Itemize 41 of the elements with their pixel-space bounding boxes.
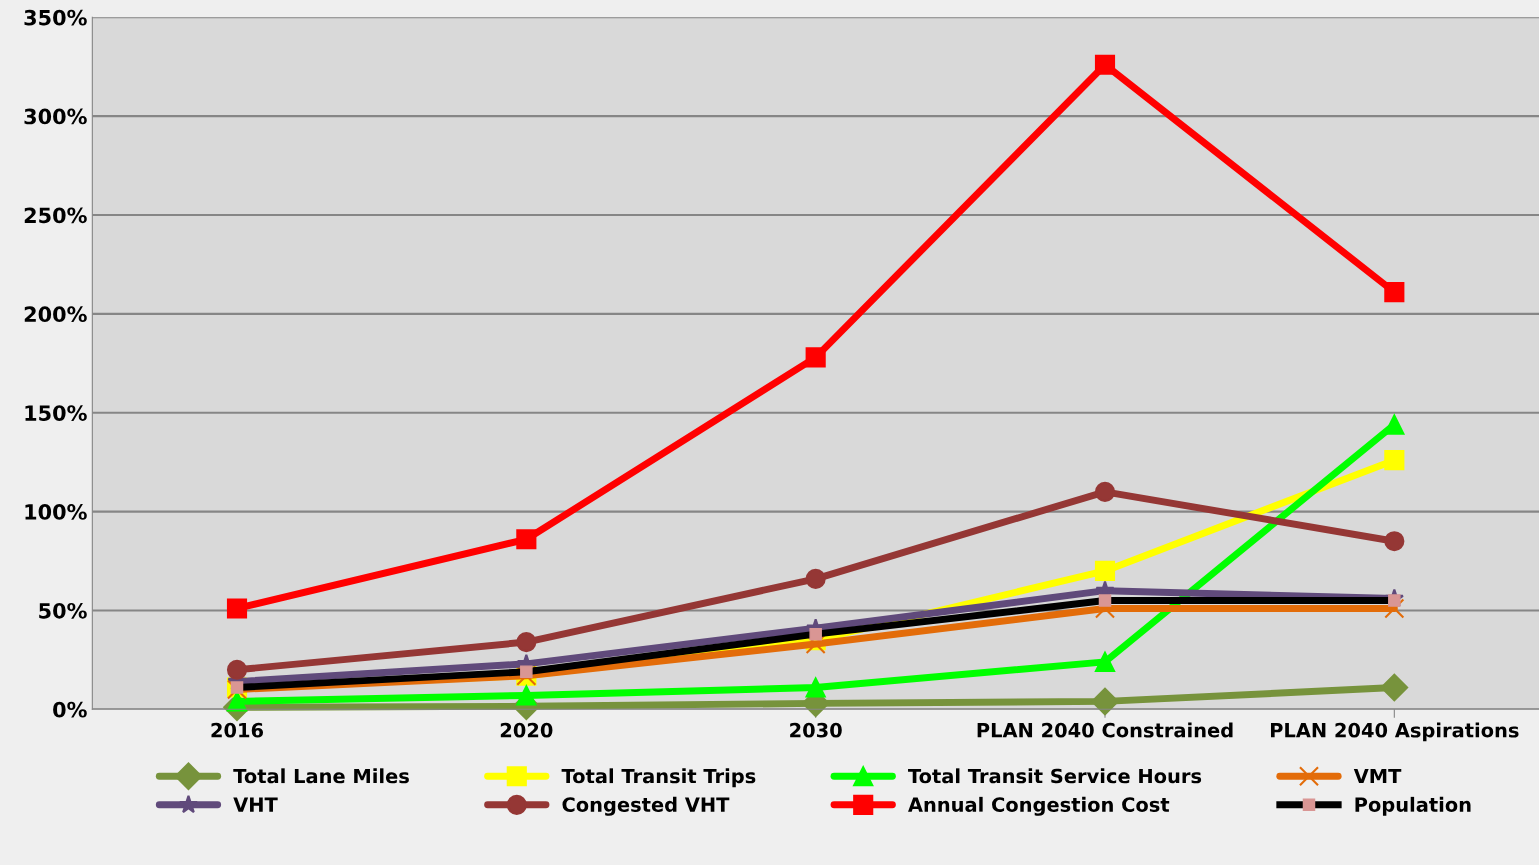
y-tick-label: 150% xyxy=(25,405,87,421)
point xyxy=(1094,481,1116,502)
y-tick-label: 250% xyxy=(24,207,87,224)
x-tick-label: 2016 xyxy=(211,722,264,738)
point xyxy=(516,685,537,706)
x-tick-label: PLAN 2040 Aspirations xyxy=(1270,722,1519,742)
point xyxy=(1094,560,1116,581)
point xyxy=(1384,414,1405,435)
point xyxy=(516,529,537,550)
legend-label: Population xyxy=(1355,796,1471,816)
legend-label: Total Lane Miles xyxy=(233,768,409,784)
y-tick-label: 350% xyxy=(24,9,87,26)
point xyxy=(1384,531,1405,552)
point xyxy=(805,347,826,368)
y-tick-label: 300% xyxy=(24,108,87,125)
point xyxy=(516,632,537,653)
point xyxy=(805,677,826,698)
y-tick-label: 50% xyxy=(39,602,87,619)
legend-label: VHT xyxy=(233,797,278,812)
legend-label: Total Transit Trips xyxy=(561,768,756,788)
legend-label: Annual Congestion Cost xyxy=(908,796,1170,816)
point xyxy=(1384,450,1405,471)
point xyxy=(1098,594,1112,607)
y-tick-label: 200% xyxy=(24,306,87,323)
legend-label: VMT xyxy=(1353,768,1402,784)
point xyxy=(1094,54,1116,75)
point xyxy=(1384,282,1405,303)
x-tick-label: PLAN 2040 Constrained xyxy=(977,722,1233,738)
point xyxy=(805,568,826,589)
point xyxy=(1094,651,1116,672)
legend-label: Total Transit Service Hours xyxy=(908,768,1202,784)
point xyxy=(226,659,248,680)
legend-label: Congested VHT xyxy=(562,796,730,816)
point xyxy=(1091,687,1119,716)
x-tick-label: 2020 xyxy=(500,722,553,738)
x-tick-label: 2030 xyxy=(790,722,842,738)
point xyxy=(226,598,248,619)
y-tick-label: 100% xyxy=(25,504,87,520)
point xyxy=(1380,673,1409,702)
y-tick-label: 0% xyxy=(53,701,87,718)
point xyxy=(809,627,822,641)
